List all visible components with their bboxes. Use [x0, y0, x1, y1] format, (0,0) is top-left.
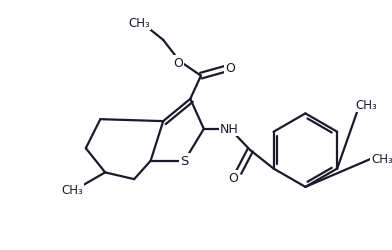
Text: CH₃: CH₃ [62, 184, 83, 196]
Text: CH₃: CH₃ [128, 17, 150, 30]
Text: O: O [173, 56, 183, 69]
Text: S: S [180, 155, 189, 168]
Text: NH: NH [220, 123, 238, 136]
Text: CH₃: CH₃ [371, 153, 392, 166]
Text: CH₃: CH₃ [356, 99, 377, 112]
Text: O: O [225, 62, 235, 75]
Text: O: O [228, 171, 238, 184]
